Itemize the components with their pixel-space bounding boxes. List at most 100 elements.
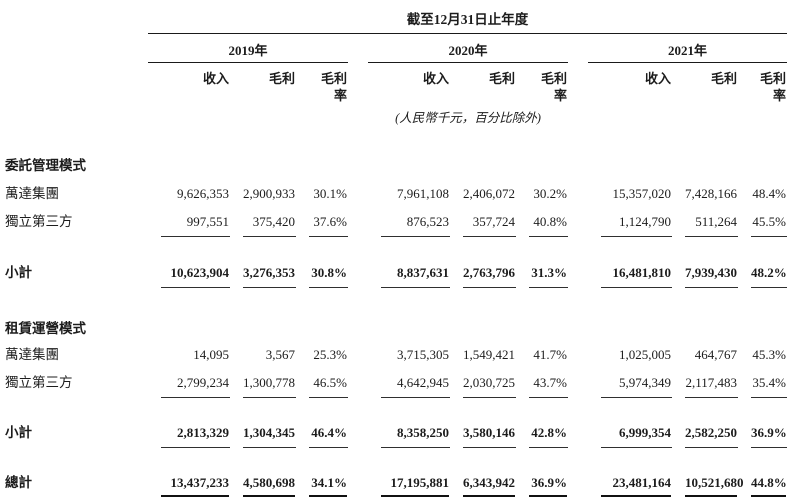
value-cell: 357,724 xyxy=(463,213,516,237)
value-cell: 37.6% xyxy=(309,213,348,237)
subtotal-row: 小計 10,623,904 3,276,353 30.8% 8,837,631 2,763… xyxy=(0,264,787,288)
section: 租賃運營模式 xyxy=(0,320,787,337)
value-cell: 375,420 xyxy=(243,213,296,237)
value-cell: 2,030,725 xyxy=(463,374,516,398)
column-header: 毛利率 xyxy=(759,71,786,103)
value-cell: 7,961,108 xyxy=(397,186,449,201)
double-rule xyxy=(601,495,671,500)
section: 委託管理模式 xyxy=(0,157,787,174)
row-label: 小計 xyxy=(5,425,32,440)
value-cell: 36.9% xyxy=(751,424,787,448)
row-label: 總計 xyxy=(5,475,32,490)
value-cell: 3,715,305 xyxy=(397,347,449,362)
double-rule xyxy=(463,495,515,500)
value-cell: 2,406,072 xyxy=(463,186,515,201)
total-row: 總計 13,437,233 4,580,698 34.1% 17,195,881 6,34… xyxy=(0,474,787,500)
unit-note-row: (人民幣千元，百分比除外) xyxy=(0,110,787,127)
double-rule xyxy=(309,495,347,500)
value-cell: 41.7% xyxy=(533,347,567,362)
value-cell: 3,276,353 xyxy=(243,264,296,288)
total-value: 10,521,680 xyxy=(685,475,744,490)
value-cell: 2,799,234 xyxy=(161,374,230,398)
value-cell: 17,195,881 xyxy=(381,474,450,500)
value-cell: 10,521,680 xyxy=(685,474,744,500)
value-cell: 2,813,329 xyxy=(161,424,230,448)
section-title: 租賃運營模式 xyxy=(5,321,86,336)
double-rule xyxy=(529,495,567,500)
value-cell: 997,551 xyxy=(161,213,230,237)
value-cell: 2,582,250 xyxy=(685,424,738,448)
row-label: 獨立第三方 xyxy=(5,214,73,229)
value-cell: 7,939,430 xyxy=(685,264,738,288)
data-row: 獨立第三方 997,551 375,420 37.6% 876,523 357,724 40… xyxy=(0,213,787,237)
column-header: 毛利 xyxy=(710,71,737,86)
value-cell: 42.8% xyxy=(529,424,568,448)
value-cell: 464,767 xyxy=(694,347,737,362)
total-value: 6,343,942 xyxy=(463,475,515,490)
column-header: 收入 xyxy=(202,71,229,86)
value-cell: 1,549,421 xyxy=(463,347,515,362)
value-cell: 14,095 xyxy=(193,347,229,362)
value-cell: 44.8% xyxy=(751,474,787,500)
year-header-2020: 2020年 xyxy=(368,42,568,63)
value-cell: 31.3% xyxy=(529,264,568,288)
value-cell: 43.7% xyxy=(529,374,568,398)
subtotal-row: 小計 2,813,329 1,304,345 46.4% 8,358,250 3,580,… xyxy=(0,424,787,448)
value-cell: 8,837,631 xyxy=(381,264,450,288)
total-value: 4,580,698 xyxy=(243,475,295,490)
value-cell: 876,523 xyxy=(381,213,450,237)
row-label: 獨立第三方 xyxy=(5,375,73,390)
value-cell: 2,117,483 xyxy=(685,374,738,398)
section-title: 委託管理模式 xyxy=(5,158,86,173)
unit-note: (人民幣千元，百分比除外) xyxy=(395,111,541,125)
column-header: 收入 xyxy=(422,71,449,86)
double-rule xyxy=(243,495,295,500)
year-header-2019: 2019年 xyxy=(148,42,348,63)
value-cell: 36.9% xyxy=(529,474,568,500)
double-rule xyxy=(161,495,229,500)
value-cell: 6,999,354 xyxy=(601,424,672,448)
column-header: 毛利率 xyxy=(540,71,567,103)
column-header: 毛利率 xyxy=(320,71,347,103)
value-cell: 1,300,778 xyxy=(243,374,296,398)
double-rule xyxy=(751,495,786,500)
total-value: 34.1% xyxy=(311,475,347,490)
value-cell: 6,343,942 xyxy=(463,474,516,500)
column-header: 毛利 xyxy=(268,71,295,86)
value-cell: 15,357,020 xyxy=(612,186,672,201)
value-cell: 23,481,164 xyxy=(601,474,672,500)
value-cell: 1,025,005 xyxy=(619,347,671,362)
row-label: 小計 xyxy=(5,265,32,280)
value-cell: 511,264 xyxy=(685,213,738,237)
value-cell: 30.2% xyxy=(533,186,567,201)
data-row: 萬達集團 14,095 3,567 25.3% 3,715,305 1,549,421 41… xyxy=(0,346,787,363)
period-title: 截至12月31日止年度 xyxy=(148,11,787,34)
row-label: 萬達集團 xyxy=(5,347,59,362)
double-rule xyxy=(685,495,737,500)
value-cell: 2,900,933 xyxy=(243,186,295,201)
value-cell: 25.3% xyxy=(313,347,347,362)
total-value: 36.9% xyxy=(531,475,567,490)
value-cell: 1,124,790 xyxy=(601,213,672,237)
value-cell: 5,974,349 xyxy=(601,374,672,398)
value-cell: 3,567 xyxy=(265,347,295,362)
value-cell: 2,763,796 xyxy=(463,264,516,288)
column-header-row: 收入 毛利 毛利率 收入 毛利 毛利率 收入 毛利 毛利率 xyxy=(0,70,787,104)
value-cell: 48.4% xyxy=(752,186,786,201)
value-cell: 30.1% xyxy=(313,186,347,201)
year-header-2021: 2021年 xyxy=(588,42,787,63)
value-cell: 34.1% xyxy=(309,474,348,500)
total-value: 44.8% xyxy=(751,475,787,490)
value-cell: 45.3% xyxy=(752,347,786,362)
year-header-row: 2019年 2020年 2021年 xyxy=(0,42,787,63)
row-label: 萬達集團 xyxy=(5,186,59,201)
column-header: 毛利 xyxy=(488,71,515,86)
value-cell: 30.8% xyxy=(309,264,348,288)
total-value: 23,481,164 xyxy=(612,475,672,490)
total-value: 17,195,881 xyxy=(390,475,450,490)
value-cell: 8,358,250 xyxy=(381,424,450,448)
value-cell: 3,580,146 xyxy=(463,424,516,448)
value-cell: 45.5% xyxy=(751,213,787,237)
value-cell: 1,304,345 xyxy=(243,424,296,448)
